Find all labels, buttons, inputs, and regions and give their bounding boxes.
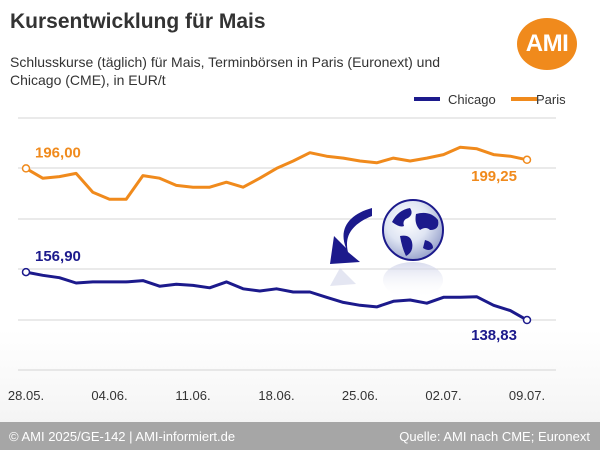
x-tick-label: 28.05. xyxy=(8,388,44,403)
source-text: Quelle: AMI nach CME; Euronext xyxy=(399,429,590,444)
footer-bar: © AMI 2025/GE-142 | AMI-informiert.de Qu… xyxy=(0,422,600,450)
chart-subtitle: Schlusskurse (täglich) für Mais, Terminb… xyxy=(10,54,441,88)
x-tick-label: 25.06. xyxy=(342,388,378,403)
data-label-end: 199,25 xyxy=(471,168,517,185)
x-tick-label: 09.07. xyxy=(509,388,545,403)
series-lines: 196,00 199,25 156,90 138,83 xyxy=(21,144,532,344)
x-tick-label: 18.06. xyxy=(258,388,294,403)
legend-label-chicago: Chicago xyxy=(448,92,496,107)
legend-label-paris: Paris xyxy=(536,92,566,107)
grid-lines xyxy=(18,117,556,371)
data-point-end xyxy=(522,315,532,325)
ami-logo: AMI xyxy=(517,18,577,70)
copyright-text: © AMI 2025/GE-142 | AMI-informiert.de xyxy=(9,429,236,444)
data-label-start: 196,00 xyxy=(35,144,81,161)
data-point-start xyxy=(21,164,31,173)
data-point-start xyxy=(21,267,31,277)
series-line-chicago xyxy=(24,270,529,322)
x-tick-label: 11.06. xyxy=(175,388,210,403)
line-chart: 28.05. 04.06. 11.06. 18.06. 25.06. 02.07. 09.0… xyxy=(8,92,566,403)
legend: Chicago Paris xyxy=(414,92,566,107)
arrow-icon xyxy=(330,208,372,286)
x-tick-label: 02.07. xyxy=(425,388,461,403)
data-point-end xyxy=(522,155,532,165)
chart-title: Kursentwicklung für Mais xyxy=(10,10,266,33)
x-axis: 28.05. 04.06. 11.06. 18.06. 25.06. 02.07. 09.0… xyxy=(8,388,545,403)
data-label-end: 138,83 xyxy=(471,327,517,344)
data-label-start: 156,90 xyxy=(35,248,81,265)
x-tick-label: 04.06. xyxy=(91,388,127,403)
globe-icon xyxy=(382,199,444,298)
series-line-paris xyxy=(24,145,529,201)
